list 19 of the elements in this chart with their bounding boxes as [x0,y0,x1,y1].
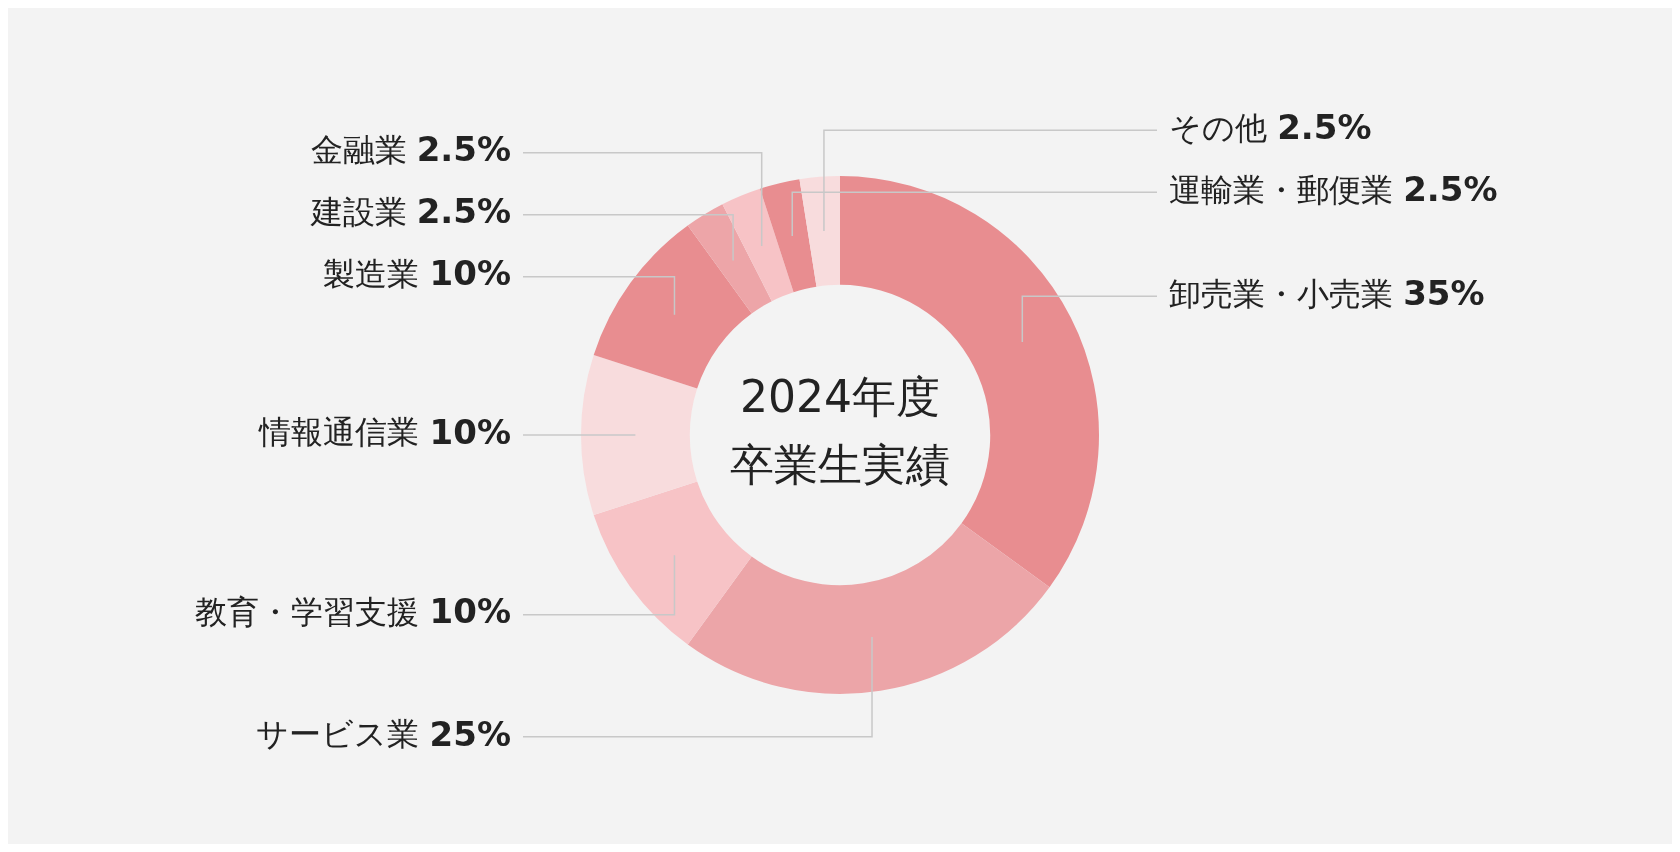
slice-label: 金融業 [310,130,407,169]
slice-label: 運輸業・郵便業 [1169,170,1393,209]
slice-label: 卸売業・小売業 [1169,274,1393,313]
data-label: 2.5% [1277,107,1372,148]
slice-label: 製造業 [323,254,420,293]
data-label: 35% [1403,273,1485,314]
data-label: 2.5% [416,191,511,232]
data-label: 2.5% [416,129,511,170]
data-label: 2.5% [1403,169,1498,210]
data-label: 25% [429,713,512,754]
data-label: 10% [429,591,512,632]
text: 2024年度卒業生実績 [730,371,950,491]
data-label: 10% [429,253,512,294]
slice-label: 教育・学習支援 [195,592,420,631]
slice-label: その他 [1169,108,1267,147]
data-label: 10% [429,411,512,452]
slice-label: 建設業 [309,192,407,231]
slice-label: 情報通信業 [258,413,420,452]
slice-label: サービス業 [256,715,420,754]
